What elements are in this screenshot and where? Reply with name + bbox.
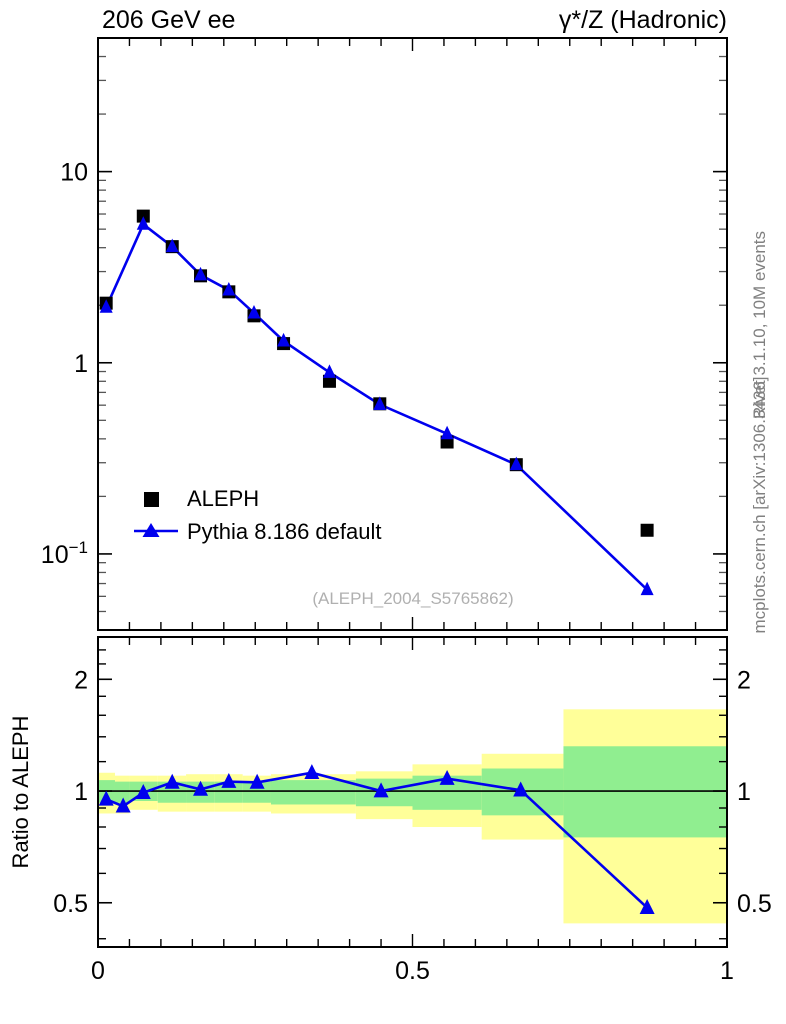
- main-data-series: [99, 209, 654, 596]
- mc-marker-ratio: [249, 773, 265, 789]
- mc-marker-main: [373, 396, 387, 410]
- ratio-band-inner: [563, 746, 727, 838]
- header-right-label: γ*/Z (Hadronic): [559, 6, 727, 34]
- ratio-ytick-label-right: 2: [737, 666, 751, 694]
- mc-marker-ratio: [135, 783, 151, 799]
- mc-marker-ratio: [221, 772, 237, 788]
- header-left-label: 206 GeV ee: [102, 6, 235, 34]
- ratio-band-inner: [270, 780, 356, 805]
- mc-marker-main: [247, 304, 261, 319]
- main-ytick-label: 10: [60, 159, 88, 187]
- mc-marker-ratio: [193, 780, 209, 796]
- mc-marker-main: [509, 456, 523, 471]
- ratio-band-inner: [242, 781, 271, 803]
- mc-marker-main: [136, 216, 150, 230]
- ratio-ytick-label-right: 1: [737, 778, 751, 806]
- mc-marker-main: [440, 425, 454, 440]
- main-ytick-label: 10−1: [41, 538, 88, 569]
- ratio-ytick-label-right: 0.5: [737, 890, 772, 918]
- xtick-label: 0.5: [395, 957, 430, 985]
- analysis-watermark: (ALEPH_2004_S5765862): [312, 589, 513, 608]
- mc-marker-ratio: [439, 769, 455, 785]
- mc-marker-ratio: [304, 764, 320, 780]
- ratio-ytick-label: 2: [74, 666, 88, 694]
- mc-marker-main: [165, 238, 179, 253]
- legend-label-aleph: ALEPH: [187, 486, 259, 511]
- ratio-data-series: [98, 764, 655, 914]
- aleph-marker-main: [322, 374, 336, 388]
- ratio-ytick-label: 1: [74, 778, 88, 806]
- mc-marker-ratio: [639, 898, 655, 914]
- side-label-rivet: Rivet 3.1.10, 10M events: [750, 231, 769, 419]
- ratio-ytick-label: 0.5: [53, 890, 88, 918]
- mc-marker-main: [194, 266, 208, 281]
- main-axis-ticks: [97, 37, 728, 631]
- main-panel-frame: [97, 37, 728, 631]
- ratio-frame-rect: [97, 636, 728, 948]
- mc-marker-ratio: [115, 797, 131, 813]
- ratio-band-inner: [114, 781, 130, 803]
- tick-labels: 10 1 10−1 0.5 0.5 1 1 2 2 0 0.5 1: [41, 159, 772, 985]
- xtick-label: 1: [720, 957, 734, 985]
- xtick-label: 0: [91, 957, 105, 985]
- ratio-error-bands: [98, 709, 727, 924]
- mc-marker-main: [322, 364, 336, 378]
- aleph-marker-main: [640, 523, 654, 537]
- mc-marker-main: [277, 332, 291, 347]
- main-frame-rect: [97, 37, 728, 631]
- legend-label-pythia: Pythia 8.186 default: [187, 519, 381, 544]
- mc-marker-main: [640, 581, 654, 596]
- ratio-band-inner: [157, 781, 187, 803]
- mc-marker-ratio: [98, 790, 114, 806]
- legend: ALEPH Pythia 8.186 default: [134, 486, 381, 544]
- legend-marker-pythia: [142, 523, 160, 537]
- ratio-axis-title: Ratio to ALEPH: [8, 716, 33, 869]
- mc-marker-ratio: [164, 773, 180, 789]
- side-label-mcplots: mcplots.cern.ch [arXiv:1306.3436]: [750, 376, 769, 633]
- mc-marker-main: [222, 282, 236, 296]
- mc-marker-ratio: [373, 782, 389, 798]
- mc-marker-ratio: [513, 781, 529, 797]
- aleph-marker-main: [136, 209, 150, 223]
- mc-marker-main: [99, 299, 113, 313]
- legend-marker-aleph: [144, 492, 159, 507]
- main-ytick-label: 1: [74, 350, 88, 378]
